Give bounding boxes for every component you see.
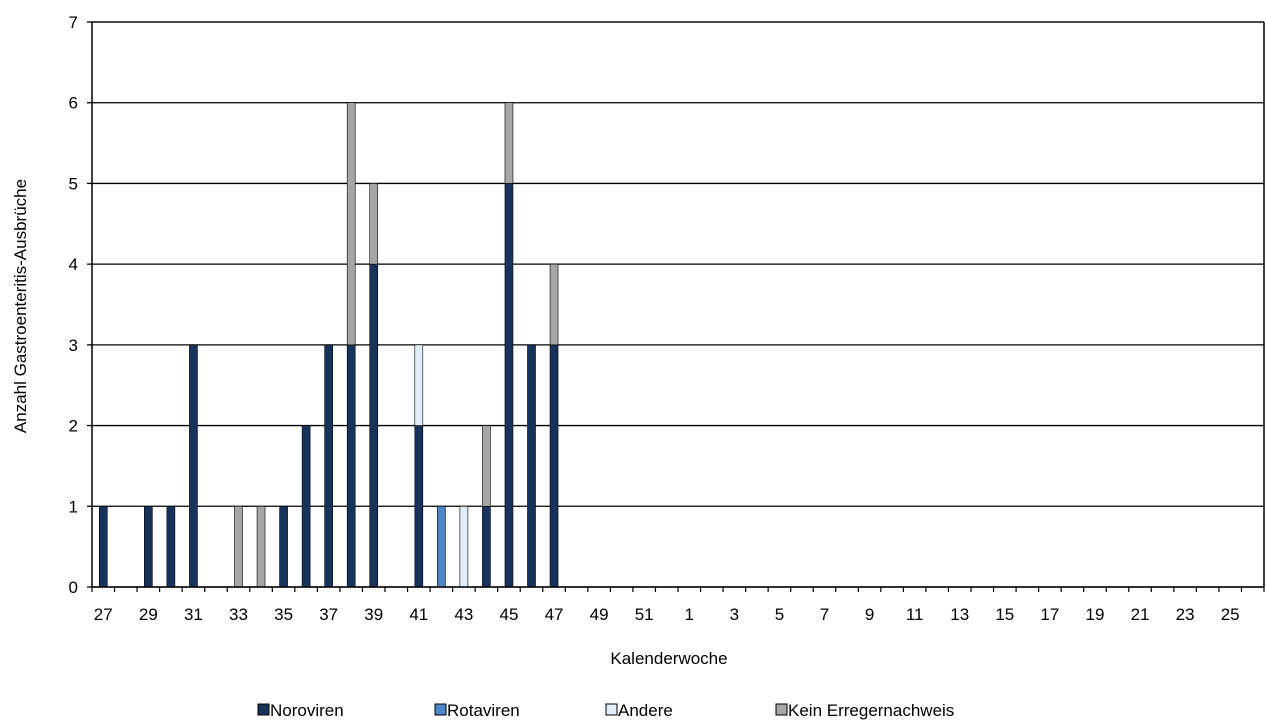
bar-noroviren [504,183,514,588]
x-tick-label: 51 [635,605,654,624]
bar-noroviren [144,505,153,588]
bar-kein-erregernachweis [346,102,356,346]
bar-noroviren [346,344,356,588]
bar-noroviren [189,344,198,588]
y-axis-title: Anzahl Gastroenteritis-Ausbrüche [11,179,30,433]
x-tick-label: 31 [184,605,203,624]
bar-noroviren [279,505,288,588]
legend-label: Andere [618,701,673,720]
y-tick-label: 0 [69,578,78,597]
x-tick-label: 41 [409,605,428,624]
legend-label: Noroviren [270,701,344,720]
bar-kein-erregernachweis [549,263,559,346]
x-tick-label: 5 [775,605,784,624]
x-tick-label: 29 [139,605,158,624]
x-tick-label: 25 [1221,605,1240,624]
bar-noroviren [482,505,491,588]
y-tick-label: 1 [69,497,78,516]
y-tick-label: 4 [69,255,78,274]
x-tick-label: 23 [1176,605,1195,624]
x-tick-label: 27 [94,605,113,624]
x-tick-label: 45 [500,605,519,624]
y-tick-label: 5 [69,174,78,193]
x-tick-label: 35 [274,605,293,624]
x-tick-label: 11 [906,605,924,624]
bar-noroviren [166,505,176,588]
bar-noroviren [324,344,333,588]
x-axis-title: Kalenderwoche [610,649,727,668]
grid-lines [92,21,1264,588]
x-tick-label: 21 [1131,605,1150,624]
bar-noroviren [527,344,536,588]
x-tick-label: 3 [730,605,739,624]
x-tick-label: 17 [1040,605,1059,624]
x-tick-label: 47 [545,605,564,624]
bar-andere [414,344,424,426]
x-tick-label: 19 [1086,605,1105,624]
y-tick-label: 2 [69,417,78,436]
plot-frame [87,21,1265,592]
bar-rotaviren [437,505,446,588]
bar-kein-erregernachweis [504,102,514,184]
y-tick-labels: 0 1 2 3 4 5 6 7 [69,13,78,597]
legend-label: Rotaviren [447,701,520,720]
bar-noroviren [301,425,311,588]
legend-swatch [775,703,788,716]
legend-swatch [605,703,618,716]
legend-label: Kein Erregernachweis [788,701,954,720]
x-tick-label: 15 [995,605,1014,624]
bar-noroviren [98,505,108,588]
x-tick-label: 39 [364,605,383,624]
bar-noroviren [369,263,379,588]
y-tick-label: 3 [69,336,78,355]
bar-andere [459,505,469,588]
y-tick-label: 7 [69,13,78,32]
x-tick-label: 9 [865,605,874,624]
x-tick-label: 1 [685,605,694,624]
x-tick-label: 43 [454,605,473,624]
x-tick-label: 33 [229,605,248,624]
y-tick-label: 6 [69,94,78,113]
bar-kein-erregernachweis [369,183,379,265]
x-tick-label: 13 [950,605,969,624]
x-tick-label: 49 [590,605,609,624]
x-tick-label: 7 [820,605,829,624]
bar-noroviren [414,425,424,588]
legend-swatch [257,703,270,716]
bar-kein-erregernachweis [256,505,266,588]
legend-swatch [434,703,447,716]
bar-kein-erregernachweis [482,425,491,507]
bar-kein-erregernachweis [234,505,243,588]
x-tick-labels: 27 29 31 33 35 37 39 41 43 45 47 49 51 1 3 5 7 9 11 13 15 17 1… [94,605,1240,624]
bar-noroviren [549,344,559,588]
legend: Noroviren Rotaviren Andere Kein Erregernach… [257,701,954,720]
x-tick-label: 37 [319,605,338,624]
